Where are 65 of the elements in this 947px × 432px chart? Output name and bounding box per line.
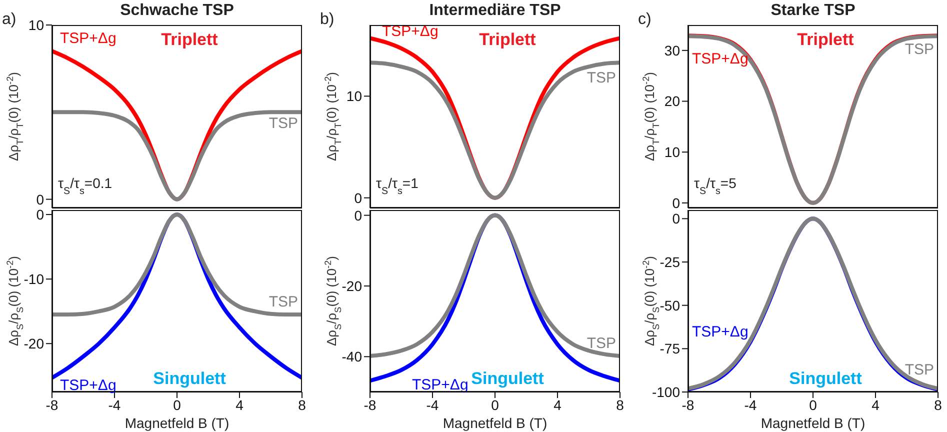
series-label: TSP+Δg bbox=[692, 323, 748, 340]
series-label: TSP bbox=[904, 41, 934, 58]
x-tick-label: 4 bbox=[236, 396, 244, 413]
series-label: TSP+Δg bbox=[60, 30, 116, 48]
x-tick-label: 0 bbox=[491, 396, 500, 413]
y-tick-label: 0 bbox=[36, 191, 44, 208]
x-tick-label: 8 bbox=[616, 396, 624, 413]
series-label: TSP+Δg bbox=[412, 376, 468, 394]
annotation: τ$_{S}$/τ$_{s}$=5 bbox=[694, 175, 737, 196]
annotation: Triplett bbox=[161, 30, 218, 49]
annotation: Singulett bbox=[789, 369, 862, 388]
annotation: Triplett bbox=[797, 30, 854, 49]
line-series bbox=[52, 212, 302, 317]
text: a) bbox=[2, 11, 16, 28]
x-tick-label: -4 bbox=[426, 396, 439, 413]
y-tick-label: -100 bbox=[652, 384, 680, 400]
series-label: TSP bbox=[586, 334, 616, 352]
series-label: TSP bbox=[268, 115, 298, 132]
text: c) bbox=[638, 11, 652, 28]
x-tick-label: -4 bbox=[744, 396, 757, 413]
x-tick-label: -8 bbox=[46, 396, 58, 413]
x-tick-label: 4 bbox=[554, 396, 562, 413]
y-tick-label: -20 bbox=[342, 278, 362, 294]
y-tick-label: -20 bbox=[24, 336, 44, 352]
y-tick-label: -75 bbox=[660, 340, 680, 357]
y-tick-label: -10 bbox=[24, 271, 44, 288]
x-tick-label: 0 bbox=[173, 396, 182, 413]
text: b) bbox=[320, 11, 334, 28]
chart-title: Starke TSP bbox=[770, 2, 856, 19]
y-tick-label: 30 bbox=[664, 42, 680, 58]
annotation: Singulett bbox=[471, 369, 544, 388]
chart-title: Intermediäre TSP bbox=[429, 2, 562, 19]
x-axis-title: Magnetfeld B (T) bbox=[124, 415, 230, 431]
x-tick-label: 0 bbox=[809, 396, 818, 413]
x-tick-label: -8 bbox=[682, 396, 694, 413]
x-tick-label: 8 bbox=[298, 396, 306, 413]
y-tick-label: 10 bbox=[664, 144, 680, 160]
y-tick-label: -40 bbox=[342, 348, 362, 365]
series-label: TSP+Δg bbox=[692, 50, 748, 68]
x-tick-label: 4 bbox=[872, 396, 880, 413]
x-tick-label: -4 bbox=[108, 396, 121, 413]
annotation: τ$_{S}$/τ$_{s}$=0.1 bbox=[58, 175, 112, 196]
y-tick-label: 0 bbox=[672, 194, 680, 211]
series-label: TSP bbox=[586, 70, 616, 87]
y-tick-label: 0 bbox=[354, 207, 362, 224]
y-tick-label: 0 bbox=[36, 206, 44, 222]
y-tick-label: 10 bbox=[346, 88, 362, 104]
series-label: TSP bbox=[268, 294, 298, 311]
line-series bbox=[52, 110, 302, 202]
x-tick-label: 8 bbox=[934, 396, 942, 413]
y-tick-label: 0 bbox=[672, 210, 680, 227]
chart-title: Schwache TSP bbox=[120, 2, 234, 19]
annotation: τ$_{S}$/τ$_{s}$=1 bbox=[376, 175, 419, 196]
x-axis-title: Magnetfeld B (T) bbox=[442, 415, 548, 431]
annotation: Triplett bbox=[479, 30, 536, 49]
y-tick-label: 10 bbox=[28, 16, 44, 33]
series-label: TSP+Δg bbox=[60, 376, 116, 394]
y-tick-label: -25 bbox=[660, 254, 680, 270]
annotation: Singulett bbox=[153, 369, 226, 388]
y-tick-label: 20 bbox=[664, 93, 680, 110]
x-axis-title: Magnetfeld B (T) bbox=[760, 415, 866, 431]
series-label: TSP bbox=[904, 362, 934, 379]
y-tick-label: -50 bbox=[660, 297, 680, 314]
x-tick-label: -8 bbox=[364, 396, 376, 413]
y-tick-label: 0 bbox=[354, 190, 362, 206]
